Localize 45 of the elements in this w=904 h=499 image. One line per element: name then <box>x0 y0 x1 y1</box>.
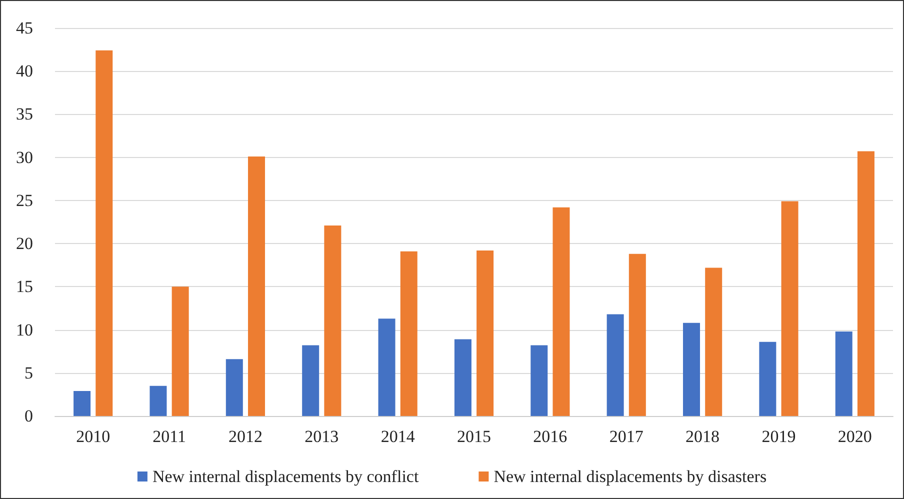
bar <box>682 322 700 416</box>
x-tick-label: 2013 <box>304 427 339 446</box>
x-tick-label: 2014 <box>380 427 416 446</box>
x-tick-label: 2015 <box>457 427 491 446</box>
x-tick-label: 2020 <box>838 427 872 446</box>
bar <box>400 251 418 416</box>
bar <box>172 286 189 416</box>
y-tick-label: 10 <box>16 320 33 340</box>
bar <box>476 250 494 416</box>
y-tick-label: 45 <box>16 18 33 38</box>
bar <box>302 345 320 416</box>
bar <box>74 390 91 416</box>
y-tick-label: 20 <box>16 234 33 254</box>
x-tick-label: 2019 <box>762 427 796 446</box>
x-tick-label: 2011 <box>152 427 186 446</box>
legend-label: New internal displacements by conflict <box>152 467 419 486</box>
y-tick-label: 5 <box>24 363 33 382</box>
y-tick-label: 40 <box>16 62 33 81</box>
y-tick-label: 15 <box>16 277 33 296</box>
bar <box>857 151 874 416</box>
y-tick-label: 25 <box>16 190 33 210</box>
bar <box>378 318 396 416</box>
x-tick-label: 2012 <box>228 427 262 446</box>
x-tick-label: 2010 <box>76 427 110 446</box>
y-tick-label: 30 <box>16 148 33 167</box>
bar <box>226 359 243 416</box>
bar <box>781 201 798 416</box>
bar <box>248 156 266 416</box>
bar <box>759 342 776 416</box>
bar <box>835 332 852 416</box>
bar <box>552 207 570 416</box>
bar <box>530 345 548 416</box>
bar <box>454 339 472 416</box>
bar <box>324 225 342 416</box>
bar <box>150 386 167 416</box>
y-tick-label: 0 <box>24 406 33 426</box>
y-tick-label: 35 <box>16 104 33 124</box>
x-tick-label: 2017 <box>609 427 644 446</box>
x-tick-label: 2018 <box>686 427 720 446</box>
x-tick-label: 2016 <box>533 427 568 446</box>
bar <box>606 314 624 416</box>
legend-label: New internal displacements by disasters <box>494 467 767 486</box>
bar <box>96 50 113 416</box>
bar <box>705 268 722 416</box>
bar <box>628 254 646 416</box>
